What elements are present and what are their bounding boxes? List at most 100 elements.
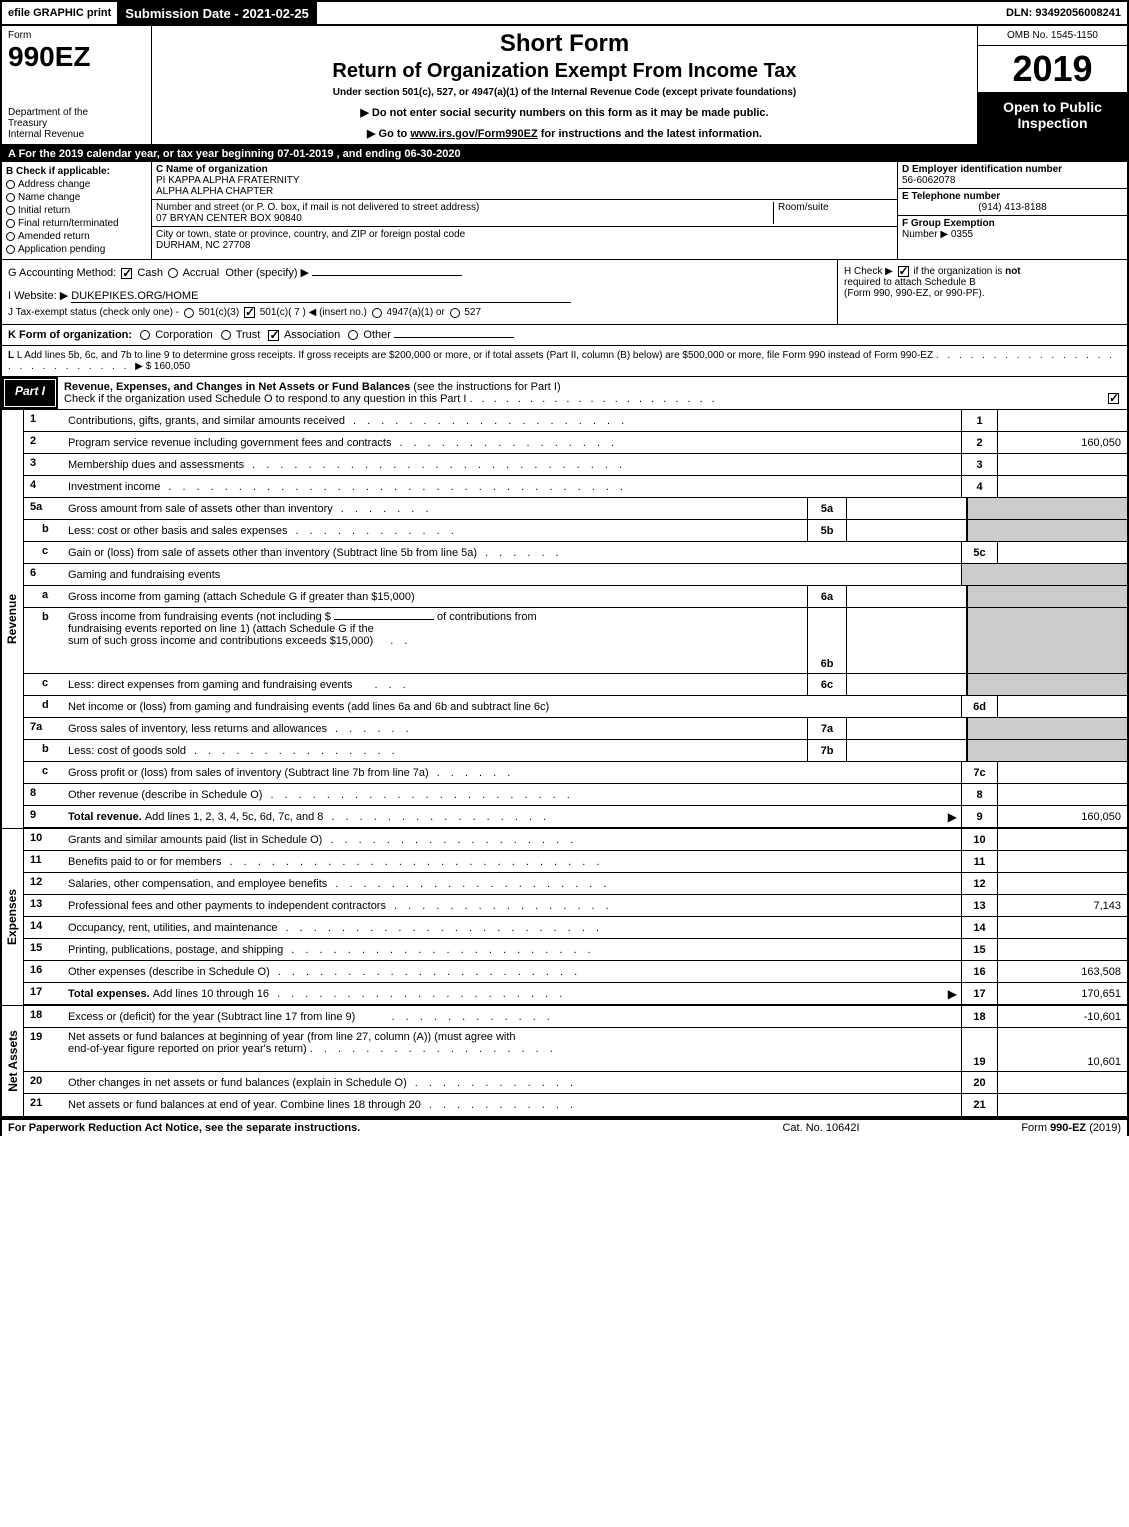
check-amended-return[interactable]: Amended return (6, 231, 147, 242)
line-4: 4 Investment income. . . . . . . . . . .… (24, 476, 1127, 498)
omb-number: OMB No. 1545-1150 (978, 26, 1127, 46)
part1-badge: Part I (4, 379, 56, 407)
section-de: D Employer identification number 56-6062… (897, 162, 1127, 259)
check-501c3[interactable] (184, 308, 194, 318)
check-4947[interactable] (372, 308, 382, 318)
org-name-2: ALPHA ALPHA CHAPTER (156, 186, 273, 197)
addr-label: Number and street (or P. O. box, if mail… (156, 202, 479, 213)
line-2-amt: 160,050 (997, 432, 1127, 453)
line-9-amt: 160,050 (997, 806, 1127, 827)
line-14-amt (997, 917, 1127, 938)
6b-amount-input[interactable] (334, 619, 434, 620)
check-association[interactable] (268, 330, 279, 341)
opt-trust: Trust (236, 329, 261, 341)
line-1: 1 Contributions, gifts, grants, and simi… (24, 410, 1127, 432)
top-bar: efile GRAPHIC print Submission Date - 20… (0, 0, 1129, 26)
gh-block: G Accounting Method: Cash Accrual Other … (0, 260, 1129, 325)
part1-sub: (see the instructions for Part I) (413, 381, 560, 393)
g-label: G Accounting Method: (8, 267, 116, 279)
ssn-warning: ▶ Do not enter social security numbers o… (160, 106, 969, 119)
line-15: 15 Printing, publications, postage, and … (24, 939, 1127, 961)
check-name-change[interactable]: Name change (6, 192, 147, 203)
check-initial-return[interactable]: Initial return (6, 205, 147, 216)
line-5c-amt (997, 542, 1127, 563)
website[interactable]: DUKEPIKES.ORG/HOME (71, 290, 571, 303)
dln: DLN: 93492056008241 (1000, 2, 1127, 24)
line-2: 2 Program service revenue including gove… (24, 432, 1127, 454)
6b-text2: of contributions from (437, 611, 537, 623)
net-assets-section: Net Assets 18 Excess or (deficit) for th… (0, 1005, 1129, 1118)
city-label: City or town, state or province, country… (156, 229, 465, 240)
19-text2: end-of-year figure reported on prior yea… (68, 1043, 307, 1055)
line-9: 9 Total revenue. Add lines 1, 2, 3, 4, 5… (24, 806, 1127, 828)
line-8-amt (997, 784, 1127, 805)
part1-header: Part I Revenue, Expenses, and Changes in… (0, 377, 1129, 410)
check-trust[interactable] (221, 330, 231, 340)
line-6d: d Net income or (loss) from gaming and f… (24, 696, 1127, 718)
header-center: Short Form Return of Organization Exempt… (152, 26, 977, 144)
opt-527: 527 (464, 307, 481, 318)
section-b: B Check if applicable: Address change Na… (2, 162, 152, 259)
room-suite: Room/suite (773, 202, 893, 224)
subtitle: Under section 501(c), 527, or 4947(a)(1)… (160, 87, 969, 98)
l-amount: $ 160,050 (146, 361, 191, 372)
line-6d-amt (997, 696, 1127, 717)
line-17-amt: 170,651 (997, 983, 1127, 1004)
check-final-return[interactable]: Final return/terminated (6, 218, 147, 229)
check-corporation[interactable] (140, 330, 150, 340)
phone: (914) 413-8188 (902, 202, 1123, 213)
irs-link[interactable]: www.irs.gov/Form990EZ (410, 128, 537, 140)
dept-line1: Department of the (8, 107, 145, 118)
line-12-amt (997, 873, 1127, 894)
line-18: 18 Excess or (deficit) for the year (Sub… (24, 1006, 1127, 1028)
other-org-input[interactable] (394, 337, 514, 338)
opt-association: Association (284, 329, 340, 341)
section-c: C Name of organization PI KAPPA ALPHA FR… (152, 162, 897, 259)
tax-year-period: A For the 2019 calendar year, or tax yea… (0, 146, 1129, 162)
check-other[interactable] (348, 330, 358, 340)
line-19-amt: 10,601 (997, 1028, 1127, 1071)
part1-schedule-o-check[interactable] (1108, 393, 1119, 404)
h-text3: required to attach Schedule B (844, 277, 976, 288)
line-20: 20 Other changes in net assets or fund b… (24, 1072, 1127, 1094)
check-501c[interactable] (244, 307, 255, 318)
c-label: C Name of organization (156, 164, 268, 175)
line-12: 12 Salaries, other compensation, and emp… (24, 873, 1127, 895)
check-cash[interactable] (121, 268, 132, 279)
line-3-amt (997, 454, 1127, 475)
opt-other: Other (363, 329, 391, 341)
line-4-amt (997, 476, 1127, 497)
l-text: L Add lines 5b, 6c, and 7b to line 9 to … (17, 350, 933, 361)
h-checkbox[interactable] (898, 266, 909, 277)
line-8: 8 Other revenue (describe in Schedule O)… (24, 784, 1127, 806)
l-row: L L Add lines 5b, 6c, and 7b to line 9 t… (0, 346, 1129, 377)
6b-text3: fundraising events reported on line 1) (… (68, 623, 374, 635)
check-527[interactable] (450, 308, 460, 318)
efile-print[interactable]: efile GRAPHIC print (2, 2, 119, 24)
check-accrual[interactable] (168, 268, 178, 278)
h-not: not (1005, 266, 1021, 277)
instr-post: for instructions and the latest informat… (538, 128, 762, 140)
submission-date: Submission Date - 2021-02-25 (119, 2, 317, 24)
line-11-amt (997, 851, 1127, 872)
6b-text1: Gross income from fundraising events (no… (68, 611, 331, 623)
city-state-zip: DURHAM, NC 27708 (156, 240, 250, 251)
check-address-change[interactable]: Address change (6, 179, 147, 190)
page-footer: For Paperwork Reduction Act Notice, see … (0, 1118, 1129, 1136)
line-21-amt (997, 1094, 1127, 1116)
line-6b: b Gross income from fundraising events (… (24, 608, 1127, 674)
check-application-pending[interactable]: Application pending (6, 244, 147, 255)
part1-title: Revenue, Expenses, and Changes in Net As… (58, 377, 1127, 409)
header-left: Form 990EZ Department of the Treasury In… (2, 26, 152, 144)
address: 07 BRYAN CENTER BOX 90840 (156, 213, 302, 224)
line-5c: c Gain or (loss) from sale of assets oth… (24, 542, 1127, 564)
other-specify-input[interactable] (312, 275, 462, 276)
line-7a: 7a Gross sales of inventory, less return… (24, 718, 1127, 740)
net-assets-side-label: Net Assets (2, 1006, 24, 1116)
g-i-j-left: G Accounting Method: Cash Accrual Other … (2, 260, 837, 324)
instr-pre: ▶ Go to (367, 128, 410, 140)
line-1-amt (997, 410, 1127, 431)
line-16: 16 Other expenses (describe in Schedule … (24, 961, 1127, 983)
b-label: B Check if applicable: (6, 166, 147, 177)
f-label: F Group Exemption (902, 218, 995, 229)
